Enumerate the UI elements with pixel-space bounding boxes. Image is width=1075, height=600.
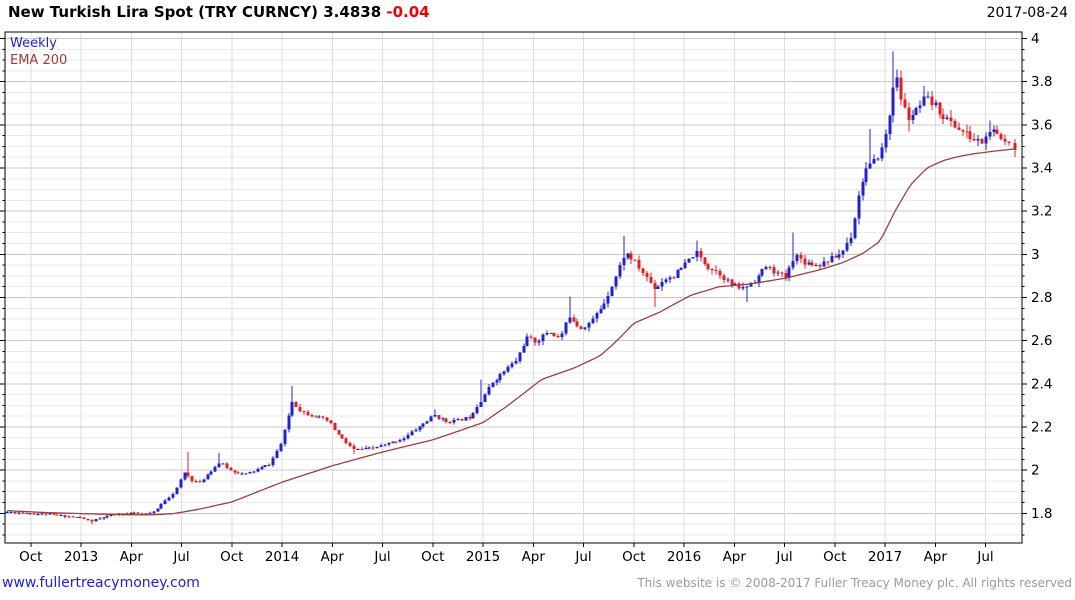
chart-date: 2017-08-24 [986, 5, 1068, 21]
svg-text:Apr: Apr [321, 549, 345, 565]
ema-line [7, 148, 1017, 516]
legend-frequency: Weekly [10, 36, 57, 51]
svg-text:Apr: Apr [924, 549, 948, 565]
svg-text:Jul: Jul [574, 549, 591, 565]
legend-ema: EMA 200 [10, 53, 68, 68]
svg-text:Apr: Apr [120, 549, 144, 565]
svg-text:2.4: 2.4 [1031, 376, 1052, 392]
chart-title: New Turkish Lira Spot (TRY CURNCY) 3.483… [8, 3, 430, 21]
svg-text:2013: 2013 [64, 549, 98, 565]
svg-text:Jul: Jul [976, 549, 993, 565]
svg-text:2.8: 2.8 [1031, 290, 1052, 306]
svg-text:Jul: Jul [373, 549, 390, 565]
site-link[interactable]: www.fullertreacymoney.com [2, 575, 200, 591]
svg-text:3.8: 3.8 [1031, 74, 1052, 90]
svg-text:Jul: Jul [775, 549, 792, 565]
svg-text:3.2: 3.2 [1031, 204, 1052, 220]
svg-text:2015: 2015 [466, 549, 500, 565]
last-price: 3.4838 [323, 3, 382, 21]
copyright-text: This website is © 2008-2017 Fuller Treac… [637, 576, 1072, 590]
svg-text:3.6: 3.6 [1031, 117, 1052, 133]
instrument-name: New Turkish Lira Spot (TRY CURNCY) [8, 3, 319, 21]
svg-text:Oct: Oct [622, 549, 645, 565]
svg-text:Oct: Oct [823, 549, 846, 565]
grid [5, 32, 1022, 543]
svg-text:Apr: Apr [522, 549, 546, 565]
svg-text:3: 3 [1031, 247, 1040, 263]
svg-text:4: 4 [1031, 31, 1040, 47]
svg-text:2.2: 2.2 [1031, 419, 1052, 435]
svg-text:2017: 2017 [868, 549, 902, 565]
svg-text:3.4: 3.4 [1031, 160, 1052, 176]
price-change: -0.04 [386, 3, 430, 21]
y-axis-labels: 4 3.8 3.6 3.4 3.2 3 2.8 2.6 2.4 2.2 2 1.8 [0, 31, 1052, 536]
svg-text:Oct: Oct [19, 549, 42, 565]
svg-text:Apr: Apr [723, 549, 747, 565]
svg-text:2016: 2016 [667, 549, 701, 565]
svg-text:Oct: Oct [220, 549, 243, 565]
svg-text:Oct: Oct [421, 549, 444, 565]
svg-text:Jul: Jul [172, 549, 189, 565]
svg-text:1.8: 1.8 [1031, 506, 1052, 522]
svg-text:2.6: 2.6 [1031, 333, 1052, 349]
svg-text:2: 2 [1031, 463, 1040, 479]
x-axis-labels: Oct 2013 Apr Jul Oct 2014 Apr Jul Oct 2015 Apr Jul O… [19, 543, 994, 565]
candlestick-series [5, 51, 1017, 525]
plot-border [4, 31, 1023, 544]
svg-text:2014: 2014 [265, 549, 299, 565]
